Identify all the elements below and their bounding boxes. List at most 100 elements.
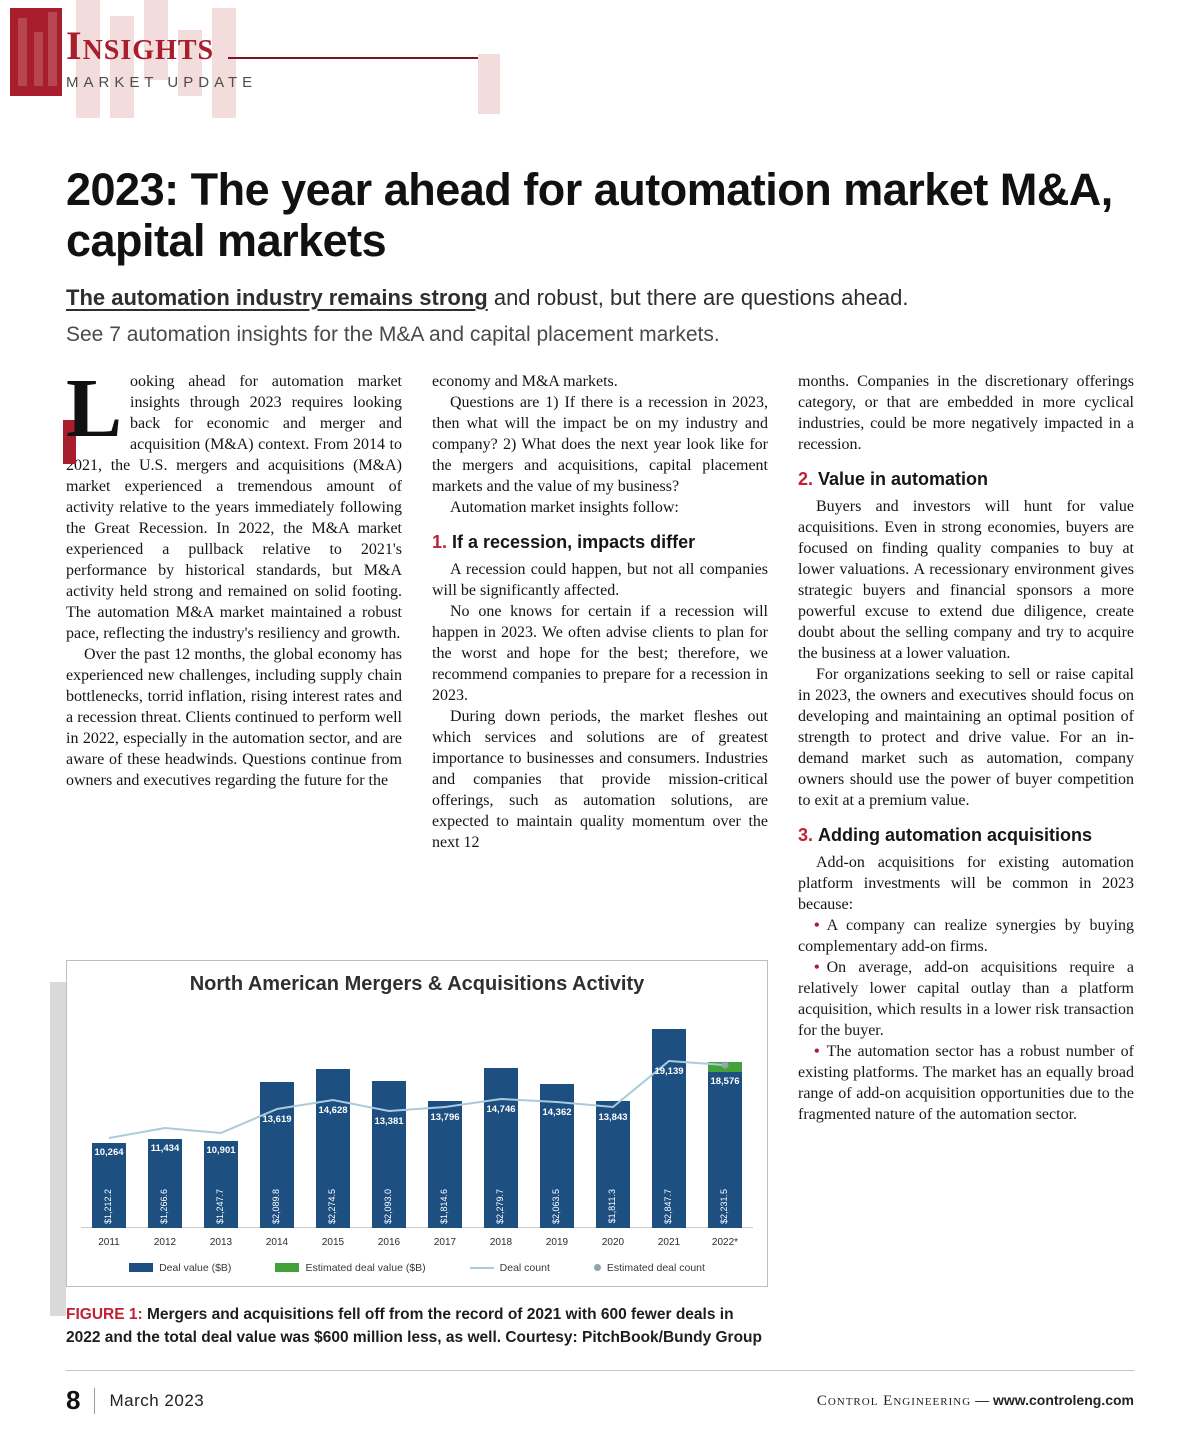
watermark-bar xyxy=(478,54,500,114)
x-axis-year-label: 2013 xyxy=(209,1236,233,1248)
deal-count-label: 13,796 xyxy=(430,1111,460,1123)
chart-bar xyxy=(484,1067,518,1228)
brand-name: Insights xyxy=(66,23,215,68)
figure-caption: FIGURE 1: Mergers and acquisitions fell … xyxy=(66,1305,762,1346)
legend-estimated-deal-count: Estimated deal count xyxy=(593,1262,705,1274)
figure-1: North American Mergers & Acquisitions Ac… xyxy=(50,946,768,1350)
deal-count-line-icon xyxy=(469,1266,494,1269)
chart-bar xyxy=(204,1140,238,1228)
masthead: Insights MARKET UPDATE xyxy=(10,0,1134,138)
section-heading-2: 2. Value in automation xyxy=(798,468,989,489)
paragraph: A recession could happen, but not all co… xyxy=(432,560,768,599)
bar-value-label: $1,814.6 xyxy=(439,1188,449,1224)
section-heading-3: 3. Adding automation acquisitions xyxy=(798,824,1093,845)
watermark-bar xyxy=(144,0,168,80)
estimated-deal-value-swatch-icon xyxy=(275,1263,300,1273)
x-axis-year-label: 2015 xyxy=(321,1236,345,1248)
deck-rest: and robust, but there are questions ahea… xyxy=(487,284,909,310)
bar-value-label: $2,063.5 xyxy=(551,1188,561,1224)
x-axis-year-label: 2011 xyxy=(98,1236,120,1248)
bullet-icon: • xyxy=(814,917,820,935)
deal-count-label: 13,381 xyxy=(374,1115,404,1127)
publication-url: www.controleng.com xyxy=(992,1391,1134,1408)
watermark-bar xyxy=(110,16,134,118)
watermark-bar xyxy=(178,30,202,96)
page-title: 2023: The year ahead for automation mark… xyxy=(66,164,1113,267)
deal-count-label: 14,746 xyxy=(486,1103,516,1115)
chart-title: North American Mergers & Acquisitions Ac… xyxy=(189,972,645,995)
x-axis-year-label: 2019 xyxy=(545,1236,569,1248)
page-footer: 8 March 2023 Control Engineering — www.c… xyxy=(66,1370,1134,1416)
chart-frame: North American Mergers & Acquisitions Ac… xyxy=(66,959,768,1287)
paragraph: No one knows for certain if a recession … xyxy=(432,602,768,704)
footer-separator: — xyxy=(975,1391,990,1408)
paragraph: Over the past 12 months, the global econ… xyxy=(66,645,402,789)
bar-value-label: $2,279.7 xyxy=(495,1188,505,1224)
publication-name: Control Engineering xyxy=(816,1392,972,1409)
bar-value-label: $1,266.6 xyxy=(159,1188,169,1224)
column-3: months. Companies in the discretionary o… xyxy=(798,371,1134,1350)
column-2: economy and M&A markets. Questions are 1… xyxy=(432,371,768,946)
chart-bar xyxy=(148,1138,182,1228)
bar-value-label: $2,089.8 xyxy=(271,1188,281,1224)
chart-legend: Deal value ($B) Estimated deal value ($B… xyxy=(81,1262,753,1274)
bar-value-label: $2,231.5 xyxy=(719,1188,729,1224)
legend-deal-value: Deal value ($B) xyxy=(129,1262,231,1274)
paragraph: Automation market insights follow: xyxy=(450,498,679,516)
deal-count-label: 14,628 xyxy=(318,1104,348,1116)
figure-caption-label: FIGURE 1: xyxy=(66,1305,143,1323)
deck-lead: The automation industry remains strong xyxy=(66,284,488,310)
x-axis-year-label: 2012 xyxy=(153,1236,177,1248)
page-number: 8 xyxy=(66,1385,81,1415)
bar-value-label: $2,093.0 xyxy=(383,1188,393,1224)
bullet-item: • The automation sector has a robust numb… xyxy=(798,1043,1134,1124)
watermark-bar xyxy=(212,8,236,118)
paragraph: Buyers and investors will hunt for value… xyxy=(798,497,1134,662)
paragraph: economy and M&A markets. xyxy=(432,372,618,390)
publication-credit: Control Engineering — www.controleng.com xyxy=(817,1392,1134,1410)
chart-bar xyxy=(596,1100,630,1228)
chart-baseline xyxy=(81,1226,753,1228)
dropcap: L xyxy=(63,366,122,464)
bar-value-label: $2,274.5 xyxy=(327,1188,337,1224)
deal-count-label: 19,139 xyxy=(654,1065,684,1077)
x-axis-year-label: 2014 xyxy=(265,1236,289,1248)
paragraph: months. Companies in the discretionary o… xyxy=(798,372,1134,453)
deal-count-label: 14,362 xyxy=(542,1106,572,1118)
x-axis-year-label: 2022* xyxy=(711,1236,739,1248)
dropcap-accent xyxy=(63,419,76,464)
paragraph: For organizations seeking to sell or rai… xyxy=(798,665,1134,809)
deck-line-1: The automation industry remains strong a… xyxy=(66,285,1134,311)
chart-bar xyxy=(372,1080,406,1228)
bullet-icon: • xyxy=(814,1043,820,1061)
bullet-icon: • xyxy=(814,959,820,977)
bullet-item: • A company can realize synergies by buyi… xyxy=(798,917,1134,956)
bar-value-label: $1,247.7 xyxy=(215,1188,225,1224)
legend-estimated-deal-value: Estimated deal value ($B) xyxy=(275,1262,426,1274)
x-axis-year-label: 2021 xyxy=(657,1236,681,1248)
bar-value-label: $2,847.7 xyxy=(663,1188,673,1224)
section-heading-1: 1. If a recession, impacts differ xyxy=(432,531,696,552)
x-axis-year-label: 2016 xyxy=(377,1236,401,1248)
deal-count-label: 10,264 xyxy=(94,1146,124,1158)
deal-count-label: 13,619 xyxy=(262,1113,292,1125)
chart-bar xyxy=(540,1083,574,1228)
chart-bar xyxy=(708,1071,742,1228)
deal-count-label: 10,901 xyxy=(206,1144,236,1156)
section-label: MARKET UPDATE xyxy=(66,74,258,91)
deck-line-2: See 7 automation insights for the M&A an… xyxy=(66,322,720,346)
x-axis-year-label: 2017 xyxy=(433,1236,457,1248)
chart-bar xyxy=(92,1142,126,1228)
deal-count-label: 11,434 xyxy=(150,1142,180,1154)
deal-count-line xyxy=(108,1059,729,1139)
paragraph: Questions are 1) If there is a recession… xyxy=(432,393,768,495)
bar-value-label: $1,811.3 xyxy=(607,1189,617,1224)
x-axis-year-label: 2020 xyxy=(601,1236,625,1248)
watermark-bar xyxy=(76,0,100,118)
x-axis-year-label: 2018 xyxy=(489,1236,513,1248)
chart-bar xyxy=(428,1100,462,1228)
bullet-item: • On average, add-on acquisitions require… xyxy=(798,959,1134,1040)
